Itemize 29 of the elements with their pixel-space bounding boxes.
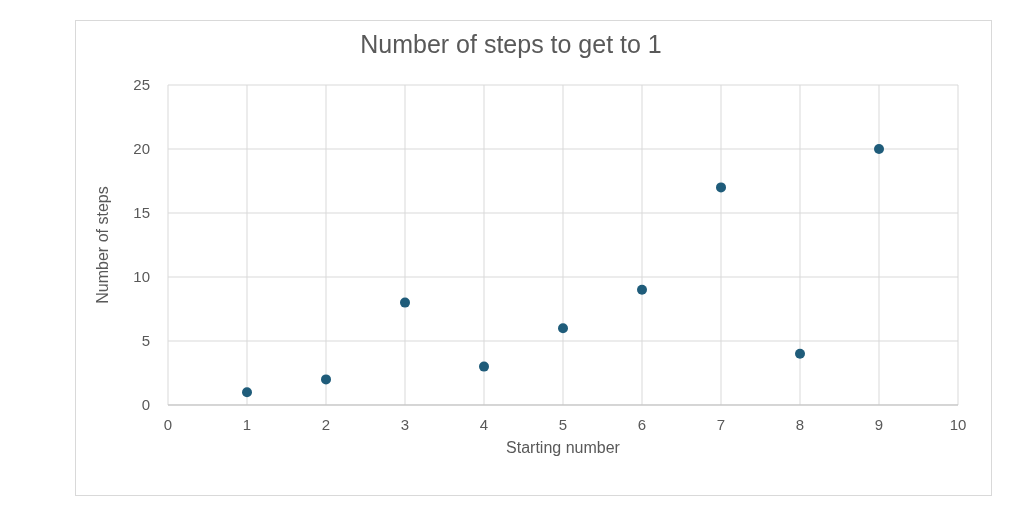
y-tick-label: 25 [133,76,150,94]
y-axis-title: Number of steps [93,186,111,304]
x-tick-label: 1 [242,415,252,433]
point [558,323,568,334]
x-tick-label: 5 [558,415,568,433]
x-tick-label: 9 [874,415,884,433]
point [637,284,647,295]
x-tick-label: 0 [163,415,173,433]
point [874,144,884,154]
y-tick-label: 10 [133,268,150,286]
y-tick-label: 5 [141,332,150,350]
point [321,374,331,385]
y-tick-label: 20 [133,140,150,158]
x-tick-label: 3 [400,415,410,433]
point [242,387,252,398]
x-tick-label: 7 [716,415,726,433]
y-tick-label: 0 [141,396,150,414]
point [479,361,489,372]
x-axis-title: Starting number [506,439,621,456]
x-tick-label: 10 [949,415,967,433]
x-tick-label: 4 [479,415,489,433]
x-tick-label: 6 [637,415,647,433]
chart-title: Number of steps to get to 1 [359,30,663,59]
point [716,182,726,193]
point [795,348,805,359]
y-tick-label: 15 [133,204,150,222]
x-tick-label: 2 [321,415,331,433]
x-tick-label: 8 [795,415,805,433]
point [400,297,410,308]
